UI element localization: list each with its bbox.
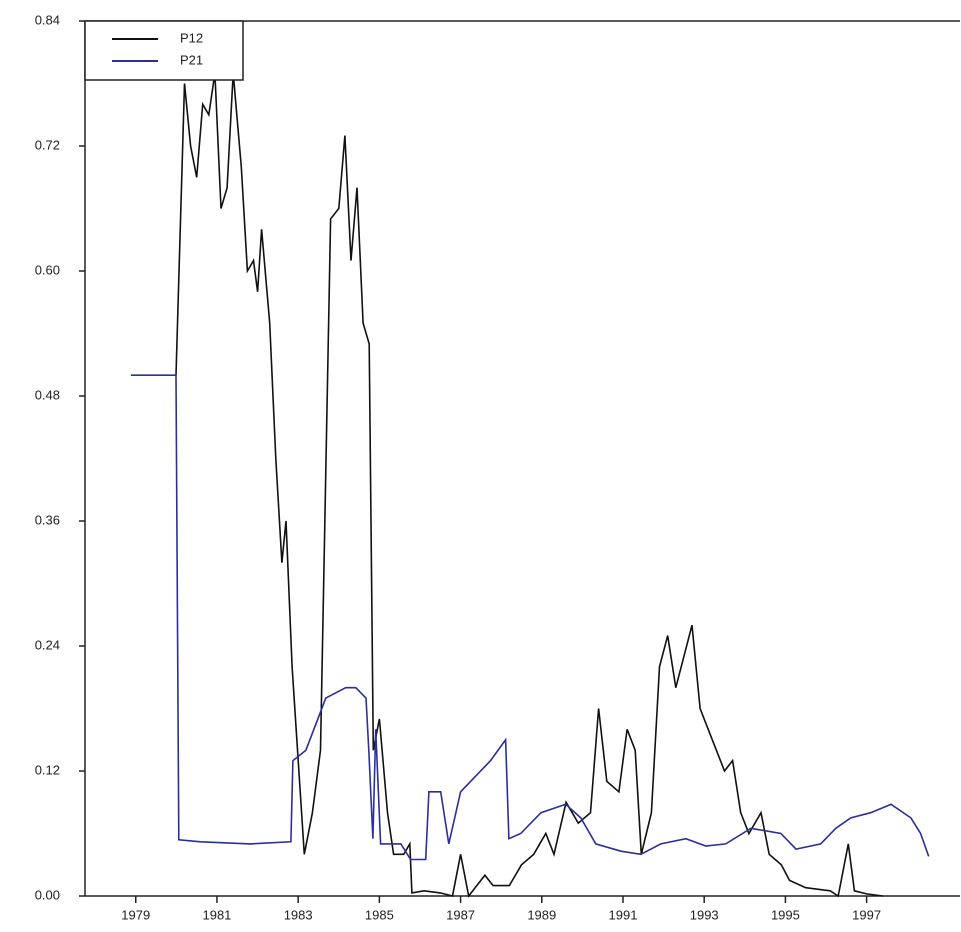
y-tick-label: 0.84 (35, 12, 60, 27)
x-tick-label: 1993 (690, 907, 719, 922)
x-tick-label: 1987 (446, 907, 475, 922)
y-tick-label: 0.72 (35, 137, 60, 152)
x-tick-label: 1983 (284, 907, 313, 922)
x-tick-label: 1997 (852, 907, 881, 922)
y-tick-label: 0.00 (35, 887, 60, 902)
x-tick-label: 1979 (121, 907, 150, 922)
x-tick-label: 1981 (202, 907, 231, 922)
legend-box (84, 20, 244, 81)
y-tick-label: 0.60 (35, 262, 60, 277)
legend-label: P21 (180, 52, 203, 67)
line-series (175, 72, 884, 898)
x-tick-label: 1995 (771, 907, 800, 922)
y-tick-label: 0.36 (35, 512, 60, 527)
y-tick-label: 0.24 (35, 637, 60, 652)
legend-label: P12 (180, 30, 203, 45)
x-tick-label: 1991 (609, 907, 638, 922)
y-tick-label: 0.48 (35, 387, 60, 402)
x-tick-label: 1985 (365, 907, 394, 922)
line-series (130, 374, 930, 861)
x-tick-label: 1989 (527, 907, 556, 922)
y-tick-label: 0.12 (35, 762, 60, 777)
